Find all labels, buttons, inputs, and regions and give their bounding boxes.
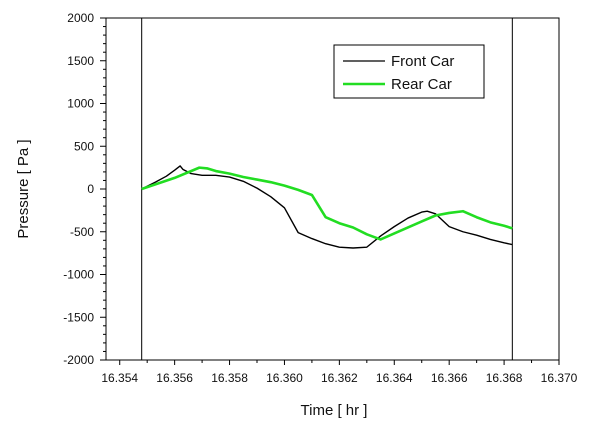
y-tick-label: -1500 — [63, 310, 94, 324]
tick-labels: 16.354 16.356 16.358 16.360 16.362 16.364 16.3… — [63, 11, 577, 385]
plot-frame — [105, 17, 560, 361]
y-tick-label: -500 — [70, 225, 94, 239]
legend-label-front-car: Front Car — [391, 53, 454, 70]
series-line-front-car — [141, 165, 513, 249]
y-tick-label: 1500 — [67, 54, 94, 68]
y-axis-title: Pressure [ Pa ] — [15, 139, 32, 238]
x-tick-label: 16.364 — [376, 371, 413, 385]
series-line-rear-car — [141, 166, 513, 241]
x-axis-title: Time [ hr ] — [301, 402, 368, 419]
x-tick-label: 16.368 — [486, 371, 523, 385]
tick-marks — [100, 17, 560, 365]
x-tick-label: 16.356 — [156, 371, 193, 385]
legend-label-rear-car: Rear Car — [391, 76, 452, 93]
x-tick-label: 16.366 — [431, 371, 468, 385]
x-tick-label: 16.358 — [211, 371, 248, 385]
y-tick-label: -2000 — [63, 353, 94, 367]
legend: Front Car Rear Car — [333, 44, 485, 99]
x-tick-label: 16.370 — [541, 371, 578, 385]
y-tick-label: -1000 — [63, 268, 94, 282]
legend-box — [333, 44, 485, 99]
data-series — [141, 165, 513, 249]
x-tick-label: 16.354 — [101, 371, 138, 385]
y-tick-label: 1000 — [67, 97, 94, 111]
x-tick-label: 16.362 — [321, 371, 358, 385]
y-tick-label: 500 — [74, 139, 94, 153]
y-tick-label: 2000 — [67, 11, 94, 25]
y-tick-label: 0 — [87, 182, 94, 196]
x-tick-label: 16.360 — [266, 371, 303, 385]
